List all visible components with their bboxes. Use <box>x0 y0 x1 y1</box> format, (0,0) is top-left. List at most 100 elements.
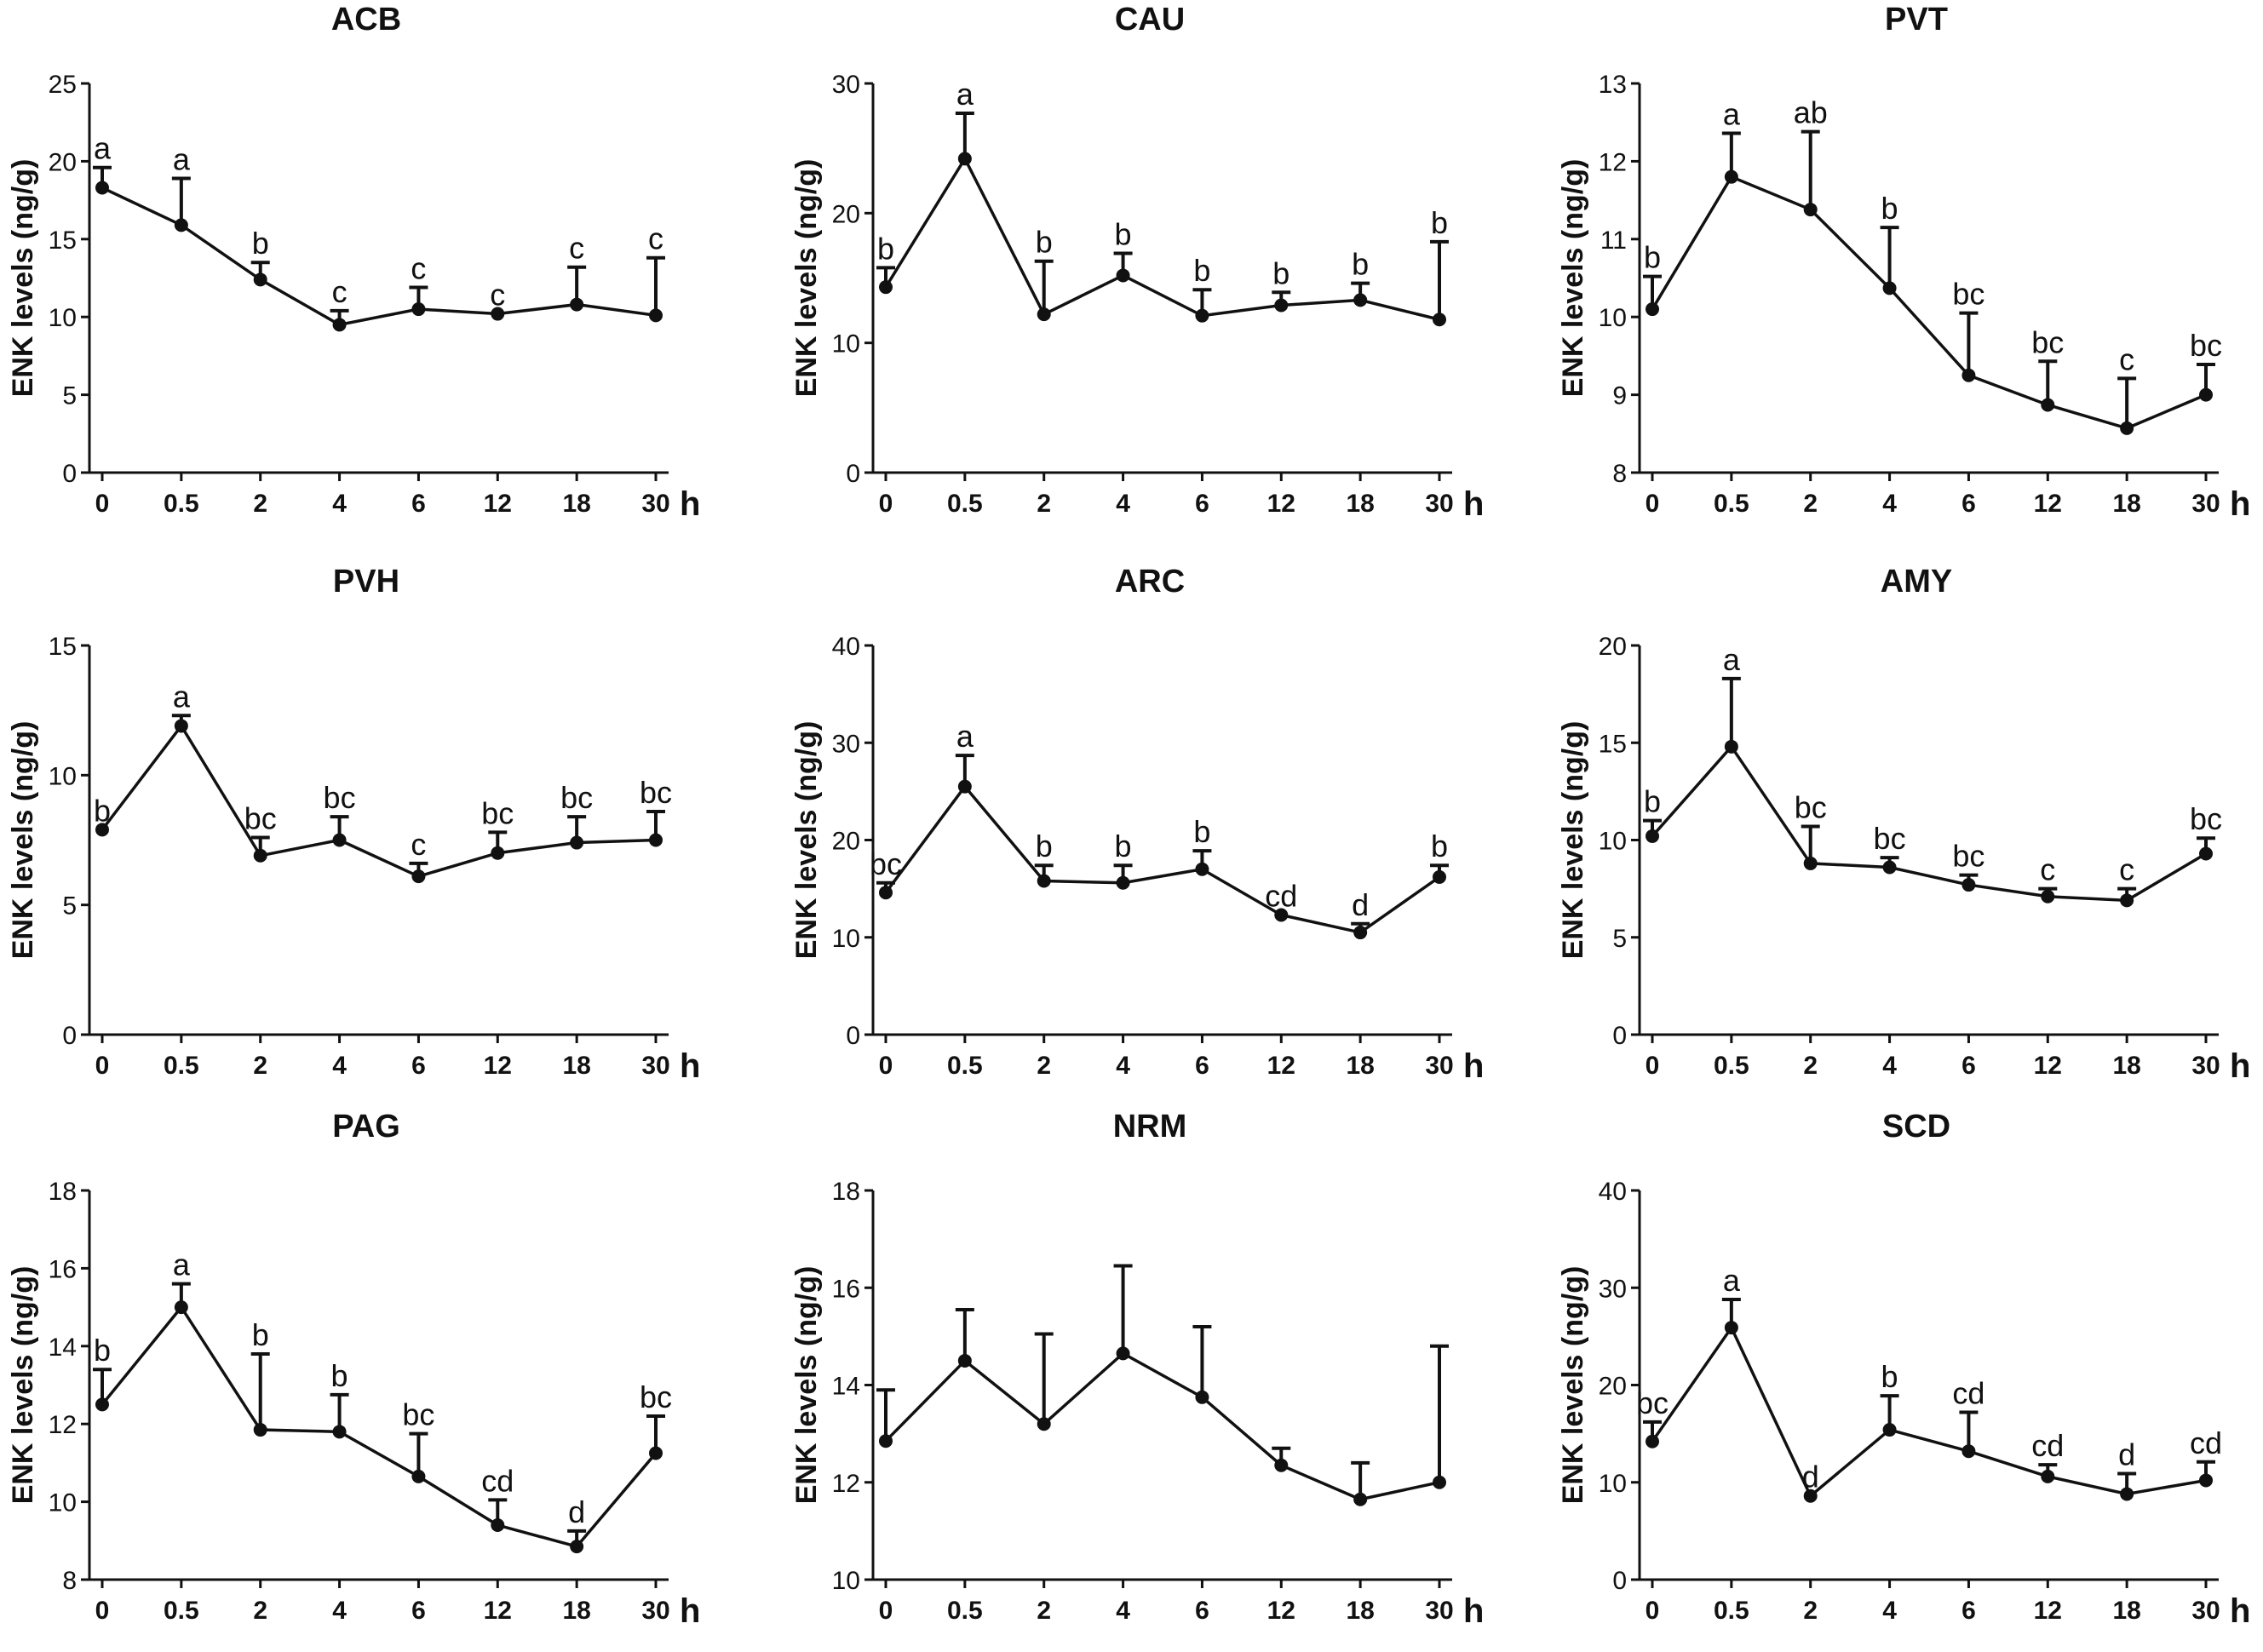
x-tick-label: 18 <box>1346 490 1374 518</box>
y-tick-label: 15 <box>49 227 77 255</box>
data-point <box>2199 1473 2213 1488</box>
data-point <box>2120 421 2134 435</box>
significance-letter: c <box>569 231 584 266</box>
y-tick-label: 11 <box>1600 227 1627 255</box>
x-tick-label: 0.5 <box>947 490 983 518</box>
data-point <box>253 848 267 863</box>
panel-nrm: NRM 10 12 14 16 18 0 0.5 2 4 6 12 18 30 h ENK levels (… <box>784 1107 1516 1652</box>
y-tick-label: 10 <box>1599 1470 1627 1498</box>
x-axis-unit: h <box>680 485 700 523</box>
significance-letter: c <box>2119 341 2134 376</box>
x-tick-label: 12 <box>1267 490 1295 518</box>
significance-letter: b <box>1352 247 1369 282</box>
x-tick-label: 12 <box>1267 1597 1295 1625</box>
significance-letter: b <box>1644 784 1661 819</box>
data-point <box>95 181 109 195</box>
y-axis-label: ENK levels (ng/g) <box>1557 721 1589 960</box>
data-point <box>570 835 584 850</box>
y-tick-label: 5 <box>1612 925 1627 953</box>
data-point <box>879 280 893 295</box>
y-tick-label: 8 <box>1612 460 1627 488</box>
y-tick-label: 20 <box>832 828 860 856</box>
x-tick-label: 0 <box>95 490 110 518</box>
y-tick-label: 10 <box>1599 304 1627 332</box>
data-point <box>1646 1434 1659 1448</box>
y-axis-label: ENK levels (ng/g) <box>7 159 39 398</box>
x-tick-label: 30 <box>1425 1597 1453 1625</box>
significance-letter: a <box>1723 642 1741 677</box>
data-point <box>1195 862 1209 876</box>
x-tick-label: 6 <box>1961 490 1976 518</box>
y-tick-label: 14 <box>832 1373 860 1401</box>
significance-letter: a <box>173 1248 191 1282</box>
significance-letter: a <box>1723 1263 1741 1298</box>
data-point <box>1274 1458 1289 1472</box>
data-point <box>1116 268 1130 283</box>
significance-letter: b <box>1036 225 1053 260</box>
x-tick-label: 0.5 <box>164 1052 199 1080</box>
data-point <box>2120 893 2134 908</box>
data-point <box>1037 1417 1051 1431</box>
y-tick-label: 40 <box>1599 1178 1627 1206</box>
data-point <box>1433 313 1446 327</box>
y-tick-label: 16 <box>49 1255 77 1283</box>
significance-letter: b <box>1431 205 1448 240</box>
significance-letter: a <box>956 719 974 754</box>
series-line <box>101 186 657 327</box>
series-line <box>1651 175 2207 430</box>
y-tick-label: 20 <box>1599 633 1627 661</box>
chart-pvh: 0 5 10 15 0 0.5 2 4 6 12 18 30 h ENK levels (ng/g) b a b… <box>7 633 700 1085</box>
panel-scd: SCD 0 10 20 30 40 0 0.5 2 4 6 12 18 30 h ENK levels (n… <box>1550 1107 2263 1652</box>
y-axis-label: ENK levels (ng/g) <box>790 1266 823 1505</box>
data-point <box>957 152 972 166</box>
y-tick-label: 9 <box>1612 382 1627 410</box>
panel-title: NRM <box>1112 1109 1187 1144</box>
x-tick-label: 2 <box>253 490 267 518</box>
significance-letter: a <box>173 142 191 177</box>
y-tick-label: 0 <box>62 460 77 488</box>
panel-title: PVH <box>332 564 400 599</box>
y-tick-label: 5 <box>62 892 77 921</box>
significance-letter: bc <box>2031 324 2064 359</box>
panel-pvh: PVH 0 5 10 15 0 0.5 2 4 6 12 18 30 h ENK levels (ng/g… <box>0 562 732 1107</box>
y-axis-label: ENK levels (ng/g) <box>1557 1266 1589 1505</box>
x-tick-label: 0.5 <box>164 1597 199 1625</box>
y-tick-label: 15 <box>1599 730 1627 758</box>
chart-acb: 0 5 10 15 20 25 0 0.5 2 4 6 12 18 30 h ENK levels (ng/g… <box>7 71 700 523</box>
data-point <box>1037 874 1051 888</box>
x-tick-label: 6 <box>411 1597 426 1625</box>
data-point <box>1961 1444 1976 1459</box>
data-point <box>879 1434 893 1448</box>
x-tick-label: 6 <box>1961 1052 1976 1080</box>
significance-letter: c <box>2119 852 2134 887</box>
x-tick-label: 6 <box>1195 1597 1209 1625</box>
x-tick-label: 0 <box>1646 1597 1660 1625</box>
data-point <box>1433 869 1446 884</box>
significance-letter: c <box>490 278 505 313</box>
x-tick-label: 18 <box>562 1052 590 1080</box>
y-tick-label: 5 <box>62 382 77 410</box>
x-tick-label: 4 <box>1882 1052 1897 1080</box>
data-point <box>1724 1321 1738 1335</box>
x-tick-label: 0 <box>879 1597 893 1625</box>
data-point <box>332 1425 347 1439</box>
significance-letter: bc <box>560 780 593 815</box>
data-point <box>649 1446 663 1460</box>
significance-letter: ab <box>1794 95 1828 130</box>
significance-letter: bc <box>1795 790 1827 825</box>
significance-letter: bc <box>324 780 356 815</box>
y-tick-label: 8 <box>62 1567 77 1595</box>
significance-letter: b <box>1115 217 1132 252</box>
significance-letter: b <box>94 1333 111 1368</box>
significance-letter: cd <box>1952 1375 1984 1410</box>
significance-letter: b <box>1272 255 1289 290</box>
y-tick-label: 0 <box>62 1022 77 1050</box>
data-point <box>411 1469 426 1483</box>
x-tick-label: 0 <box>1646 1052 1660 1080</box>
series-line <box>101 723 657 879</box>
data-point <box>253 272 267 287</box>
y-tick-label: 14 <box>49 1334 77 1362</box>
significance-letter: bc <box>2190 328 2222 363</box>
y-tick-label: 10 <box>1599 828 1627 856</box>
data-point <box>2041 398 2055 412</box>
